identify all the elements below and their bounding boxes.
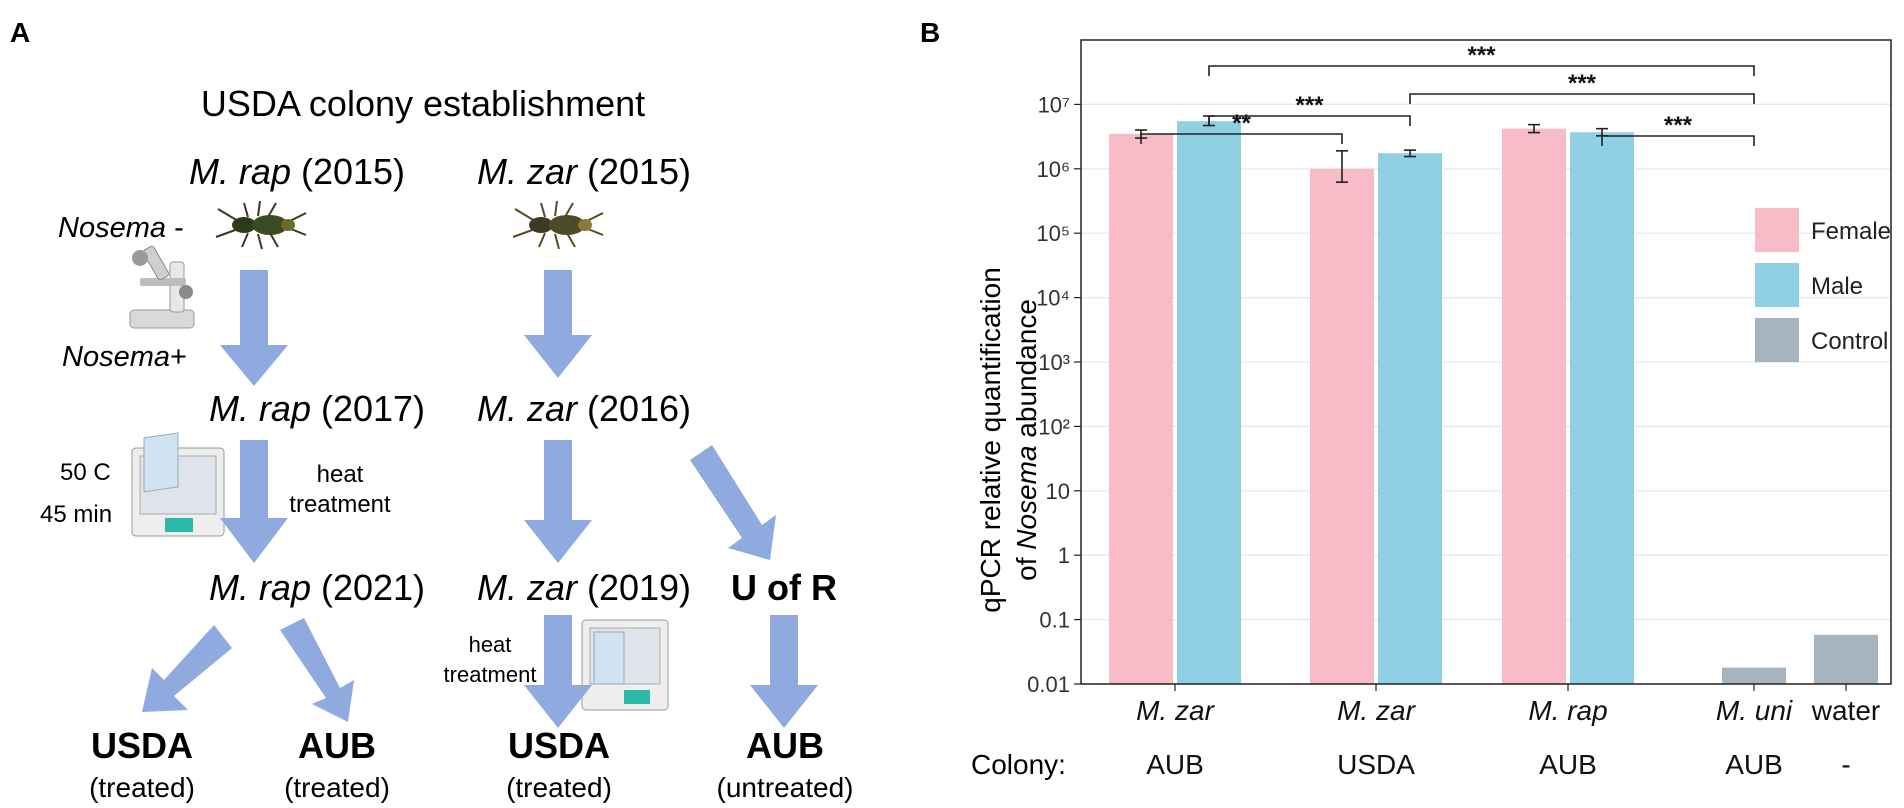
colony-value: - — [1841, 749, 1850, 780]
arrow-zar-2019-usda — [524, 615, 592, 728]
bar — [1177, 121, 1241, 684]
y-axis-title-line1: qPCR relative quantification — [975, 267, 1006, 613]
panel-b: B qPCR relative quantification of Nosema… — [920, 17, 1892, 780]
heat-treatment-line2: treatment — [289, 491, 391, 518]
x-tick-label: M. zar — [1337, 695, 1416, 726]
panel-a-title: USDA colony establishment — [201, 83, 645, 124]
nosema-minus-label: Nosema - — [58, 212, 184, 244]
outcome-usda-1-name: USDA — [91, 725, 193, 766]
incubator-icon — [131, 432, 225, 537]
arrow-zar-2016-uofr — [690, 445, 776, 560]
beetle-icon — [215, 200, 307, 250]
panel-b-label: B — [920, 17, 940, 48]
zar-2015-label: M. zar (2015) — [477, 151, 691, 192]
panel-a: A USDA colony establishment M. rap (2015… — [10, 17, 853, 803]
y-axis-ticks: 0.01 0.1 1 10 10² 10³ 10⁴ 10⁵ 10⁶ 10⁷ — [1027, 92, 1081, 697]
significance-brackets: ************** — [1140, 42, 1755, 146]
arrow-zar-2015-2016 — [524, 270, 592, 378]
microscope-icon — [129, 245, 195, 329]
nosema-plus-label: Nosema+ — [62, 341, 187, 373]
duration-label: 45 min — [40, 501, 112, 528]
colony-value: AUB — [1725, 749, 1783, 780]
rap-2015-label: M. rap (2015) — [189, 151, 405, 192]
significance-label: ** — [1232, 110, 1251, 137]
panel-a-label: A — [10, 17, 30, 48]
beetle-icon — [512, 200, 604, 250]
y-tick-label: 10⁴ — [1036, 286, 1070, 311]
arrow-rap-2017-2021 — [220, 440, 288, 563]
y-tick-label: 10⁷ — [1038, 92, 1070, 117]
significance-bracket — [1208, 115, 1411, 126]
arrow-zar-2016-2019 — [524, 440, 592, 563]
y-tick-label: 10² — [1038, 414, 1070, 439]
x-tick-label: water — [1811, 695, 1880, 726]
bar — [1502, 128, 1566, 685]
heat-treatment2-line2: treatment — [444, 662, 537, 687]
outcome-aub-2-name: AUB — [746, 725, 824, 766]
zar-2019-label: M. zar (2019) — [477, 567, 691, 608]
significance-bracket — [1140, 133, 1343, 144]
legend-swatch — [1755, 263, 1799, 307]
zar-2016-label: M. zar (2016) — [477, 388, 691, 429]
arrow-uofr-aub — [750, 615, 818, 728]
x-axis-labels: M. zar AUB M. zar USDA M. rap AUB M. uni AUB wat… — [1136, 684, 1880, 780]
colony-label: Colony: — [971, 749, 1066, 780]
bars — [1109, 121, 1878, 685]
significance-bracket — [1601, 135, 1755, 146]
heat-treatment-line1: heat — [317, 461, 364, 488]
plot-frame — [1080, 39, 1892, 685]
colony-value: AUB — [1146, 749, 1204, 780]
bar — [1109, 133, 1173, 684]
significance-bracket — [1409, 93, 1755, 104]
bar — [1570, 132, 1634, 684]
outcome-aub-1-name: AUB — [298, 725, 376, 766]
legend-swatch — [1755, 208, 1799, 252]
arrow-rap-2015-2017 — [220, 270, 288, 386]
y-tick-label: 0.1 — [1039, 608, 1070, 633]
x-tick-label: M. uni — [1716, 695, 1793, 726]
significance-label: *** — [1568, 70, 1597, 97]
rap-2017-label: M. rap (2017) — [209, 388, 425, 429]
temperature-label: 50 C — [60, 459, 111, 486]
y-tick-label: 10³ — [1038, 350, 1070, 375]
outcome-usda-2-name: USDA — [508, 725, 610, 766]
significance-bracket — [1208, 65, 1755, 76]
y-axis-title-line2: of Nosema abundance — [1011, 299, 1042, 581]
y-axis-title: qPCR relative quantification of Nosema a… — [975, 267, 1042, 613]
outcome-usda-1-status: (treated) — [89, 772, 195, 803]
legend-label: Female — [1811, 218, 1891, 245]
legend: Female Male Control — [1755, 208, 1891, 362]
bar — [1378, 153, 1442, 685]
outcome-aub-1-status: (treated) — [284, 772, 390, 803]
colony-value: USDA — [1337, 749, 1415, 780]
x-tick-label: M. zar — [1136, 695, 1215, 726]
bar — [1310, 168, 1374, 685]
bar — [1722, 667, 1786, 684]
y-tick-label: 1 — [1058, 543, 1070, 568]
legend-label: Control — [1811, 328, 1888, 355]
legend-label: Male — [1811, 273, 1863, 300]
heat-treatment2-line1: heat — [469, 632, 512, 657]
x-tick-label: M. rap — [1528, 695, 1607, 726]
y-tick-label: 10⁵ — [1036, 221, 1070, 246]
colony-value: AUB — [1539, 749, 1597, 780]
outcome-usda-2-status: (treated) — [506, 772, 612, 803]
y-tick-label: 10⁶ — [1036, 157, 1070, 182]
arrow-rap-2021-aub — [280, 618, 354, 722]
y-tick-label: 10 — [1046, 479, 1070, 504]
arrow-rap-2021-usda — [142, 625, 232, 712]
rap-2021-label: M. rap (2021) — [209, 567, 425, 608]
significance-label: *** — [1664, 112, 1693, 139]
legend-swatch — [1755, 318, 1799, 362]
outcome-aub-2-status: (untreated) — [717, 772, 854, 803]
y-tick-label: 0.01 — [1027, 672, 1070, 697]
incubator-icon — [581, 619, 669, 711]
significance-label: *** — [1295, 92, 1324, 119]
significance-label: *** — [1467, 42, 1496, 69]
bar — [1814, 634, 1878, 684]
arrows — [142, 270, 818, 728]
u-of-r-label: U of R — [731, 567, 837, 608]
